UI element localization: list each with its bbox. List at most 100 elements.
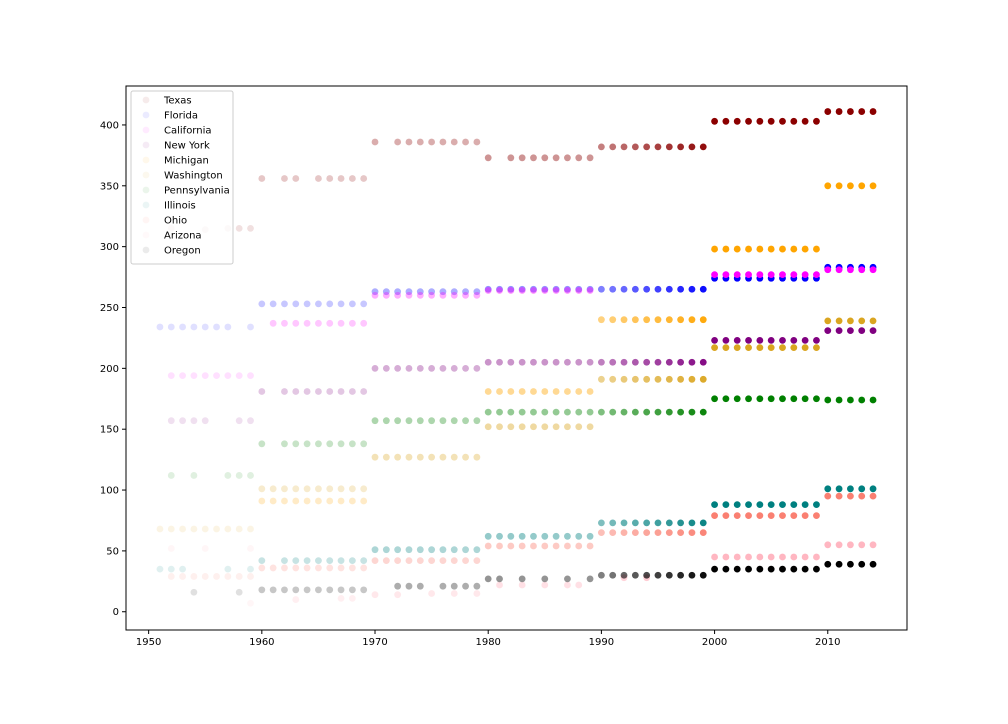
- data-point: [779, 117, 786, 125]
- data-point: [790, 245, 798, 253]
- data-point: [665, 358, 673, 366]
- data-point: [801, 512, 809, 520]
- data-point: [292, 440, 300, 448]
- data-point: [484, 423, 492, 431]
- data-point: [530, 154, 537, 162]
- data-point: [473, 364, 481, 372]
- data-point: [179, 417, 186, 425]
- data-point: [201, 323, 209, 331]
- data-point: [552, 285, 560, 293]
- data-point: [224, 573, 232, 580]
- data-point: [858, 560, 866, 568]
- data-point: [677, 316, 685, 324]
- data-point: [167, 472, 175, 479]
- data-point: [201, 372, 209, 380]
- data-point: [733, 117, 741, 125]
- data-point: [394, 417, 402, 425]
- data-point: [167, 573, 175, 580]
- data-point: [847, 317, 854, 325]
- data-point: [586, 532, 594, 540]
- data-point: [213, 372, 220, 380]
- data-point: [190, 472, 198, 479]
- data-point: [699, 571, 707, 579]
- data-point: [496, 532, 503, 540]
- data-point: [326, 388, 334, 395]
- data-point: [869, 396, 877, 404]
- data-point: [315, 564, 322, 572]
- data-point: [756, 395, 764, 403]
- data-point: [858, 327, 866, 335]
- data-point: [564, 358, 571, 366]
- data-point: [631, 529, 639, 537]
- data-point: [303, 300, 311, 308]
- legend-label: Pennsylvania: [164, 186, 230, 197]
- data-point: [190, 525, 198, 533]
- y-tick-label: 100: [100, 486, 119, 497]
- data-point: [360, 497, 368, 505]
- data-point: [360, 557, 368, 565]
- data-point: [201, 545, 209, 552]
- legend-label: California: [164, 126, 212, 137]
- data-point: [405, 582, 413, 590]
- data-point: [507, 388, 515, 395]
- data-point: [473, 546, 481, 554]
- data-point: [858, 108, 866, 115]
- data-point: [745, 245, 752, 253]
- data-point: [631, 316, 639, 324]
- data-point: [779, 344, 786, 352]
- data-point: [631, 519, 639, 527]
- data-point: [247, 545, 254, 552]
- data-point: [394, 557, 402, 565]
- data-point: [518, 388, 526, 395]
- data-point: [609, 408, 617, 416]
- data-point: [281, 319, 288, 327]
- data-point: [858, 182, 866, 190]
- data-point: [337, 300, 345, 308]
- data-point: [813, 117, 820, 125]
- data-point: [473, 138, 481, 146]
- data-point: [213, 323, 220, 331]
- data-point: [858, 541, 866, 549]
- data-point: [484, 542, 492, 550]
- x-tick-label: 1960: [249, 637, 274, 648]
- data-point: [722, 336, 730, 344]
- data-point: [699, 529, 707, 537]
- data-point: [858, 396, 866, 404]
- data-point: [665, 375, 673, 383]
- data-point: [699, 316, 707, 324]
- data-point: [303, 440, 311, 448]
- data-point: [405, 546, 413, 554]
- data-point: [518, 532, 526, 540]
- data-point: [654, 519, 662, 527]
- data-point: [315, 300, 322, 308]
- y-tick-label: 250: [100, 303, 119, 314]
- data-point: [688, 529, 696, 537]
- data-point: [869, 541, 877, 549]
- data-point: [824, 541, 832, 549]
- data-point: [416, 582, 424, 590]
- data-point: [643, 375, 651, 383]
- data-point: [258, 485, 266, 493]
- data-point: [473, 582, 481, 590]
- data-point: [597, 571, 605, 579]
- data-point: [677, 408, 685, 416]
- data-point: [677, 519, 685, 527]
- data-point: [394, 138, 402, 146]
- data-point: [847, 327, 854, 335]
- data-point: [439, 138, 447, 146]
- data-point: [767, 553, 775, 561]
- data-point: [835, 396, 843, 404]
- data-point: [564, 154, 571, 162]
- data-point: [722, 565, 730, 573]
- data-point: [688, 408, 696, 416]
- legend-marker: [142, 156, 150, 164]
- data-point: [360, 300, 368, 308]
- data-point: [348, 564, 356, 572]
- data-point: [813, 553, 820, 561]
- data-point: [711, 501, 718, 509]
- data-point: [835, 108, 843, 115]
- data-point: [315, 388, 322, 395]
- data-point: [813, 501, 820, 509]
- data-point: [360, 586, 368, 594]
- data-point: [450, 590, 458, 597]
